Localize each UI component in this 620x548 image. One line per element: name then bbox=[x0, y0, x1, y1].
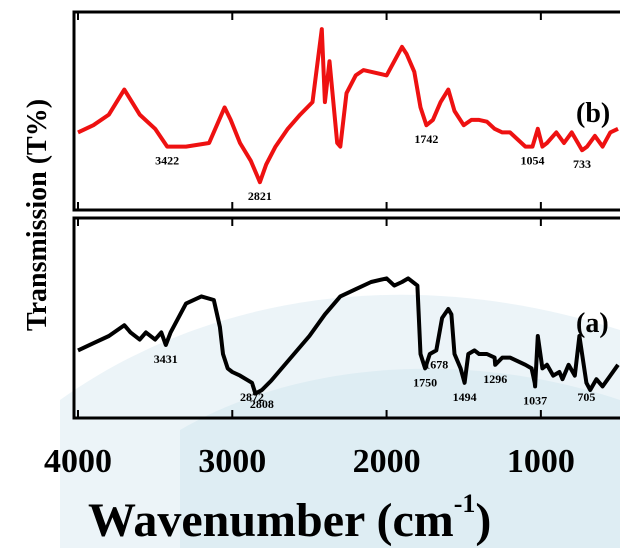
panel-a-ticks bbox=[77, 218, 542, 418]
peak-annotation-2872: 2872 bbox=[240, 390, 264, 404]
peak-annotation-705: 705 bbox=[577, 390, 595, 404]
x-axis-label: Wavenumber (cm-1) bbox=[88, 489, 491, 547]
series-b-line bbox=[77, 27, 619, 185]
panel-b: 3422 2821 1742 1054 733 (b) bbox=[72, 10, 620, 212]
peak-annotation-3422: 3422 bbox=[155, 154, 179, 168]
x-axis-label-superscript: -1 bbox=[454, 489, 476, 518]
peak-annotation-3431: 3431 bbox=[154, 352, 178, 366]
peak-annotation-1296: 1296 bbox=[483, 372, 507, 386]
watermark-background bbox=[60, 294, 620, 548]
peak-annotation-1494: 1494 bbox=[453, 390, 477, 404]
peak-annotation-733: 733 bbox=[573, 157, 591, 171]
x-tick-label-4000: 4000 bbox=[44, 443, 112, 480]
series-a-line bbox=[77, 276, 620, 396]
peak-annotation-1742: 1742 bbox=[414, 132, 438, 146]
peak-annotation-1750: 1750 bbox=[413, 375, 437, 389]
x-tick-label-1000: 1000 bbox=[507, 443, 575, 480]
x-tick-label-2000: 2000 bbox=[353, 443, 421, 480]
panel-b-label: (b) bbox=[576, 98, 610, 129]
x-tick-label-3000: 3000 bbox=[198, 443, 266, 480]
x-axis-label-close: ) bbox=[475, 494, 491, 547]
panel-b-ticks bbox=[77, 12, 542, 210]
panel-b-frame bbox=[72, 10, 620, 212]
panel-a-label: (a) bbox=[576, 308, 609, 339]
x-tick-labels: 4000 3000 2000 1000 bbox=[44, 443, 575, 480]
peak-annotation-1037: 1037 bbox=[523, 393, 547, 407]
peak-annotation-2821: 2821 bbox=[248, 189, 272, 203]
peak-annotation-1678: 1678 bbox=[424, 357, 448, 371]
panel-a-frame bbox=[72, 216, 620, 420]
y-axis-label: Transmission (T%) bbox=[22, 99, 53, 331]
panel-b-annotations: 3422 2821 1742 1054 733 bbox=[155, 132, 591, 203]
peak-annotation-1054: 1054 bbox=[521, 154, 545, 168]
peak-annotation-2808: 2808 bbox=[250, 397, 274, 411]
x-axis-label-main: Wavenumber (cm bbox=[88, 494, 454, 547]
